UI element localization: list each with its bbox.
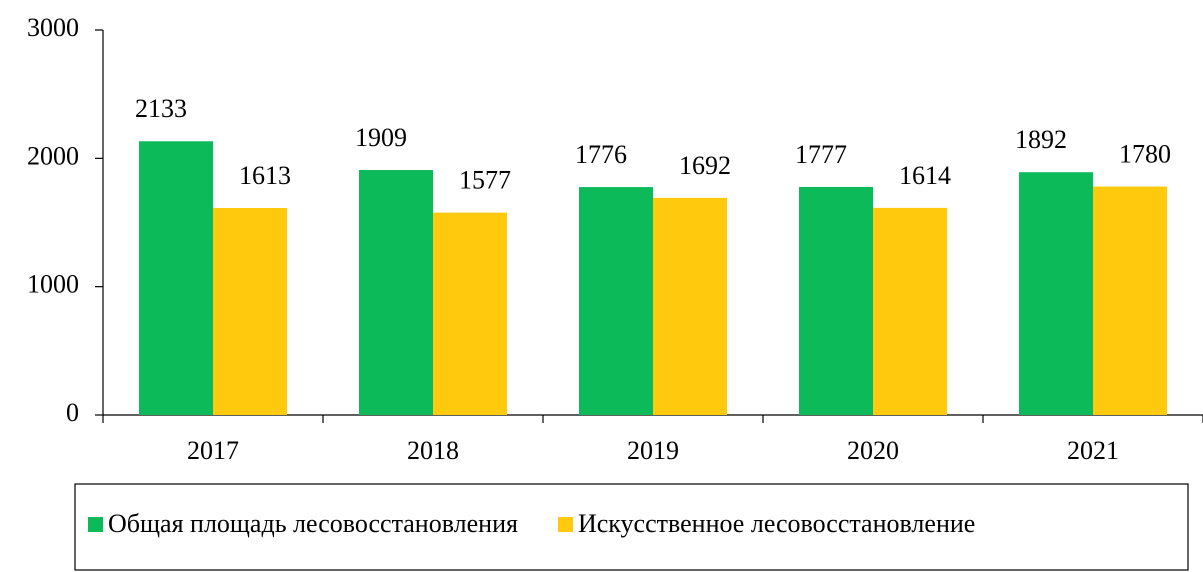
data-label: 1892 [1015, 125, 1067, 154]
bar [579, 187, 653, 415]
data-label: 1613 [239, 161, 291, 190]
data-label: 1577 [459, 166, 511, 195]
legend-box [74, 483, 1189, 571]
bar [213, 207, 287, 415]
bar [873, 207, 947, 415]
y-tick-label: 1000 [27, 270, 79, 299]
data-label: 1780 [1119, 140, 1171, 169]
data-label: 1909 [355, 123, 407, 152]
legend-label: Искусственное лесовосстановление [578, 509, 975, 538]
x-tick-label: 2019 [627, 436, 679, 465]
bar [139, 141, 213, 415]
y-tick-label: 3000 [27, 13, 79, 42]
legend-swatch [557, 517, 573, 532]
bar [799, 186, 873, 415]
data-label: 1614 [899, 161, 951, 190]
y-tick-label: 0 [66, 398, 79, 427]
bar [359, 170, 433, 415]
data-label: 1777 [795, 140, 847, 169]
y-tick-label: 2000 [27, 141, 79, 170]
x-tick-label: 2020 [847, 436, 899, 465]
x-tick-label: 2017 [187, 436, 239, 465]
x-tick-label: 2018 [407, 436, 459, 465]
data-label: 1776 [575, 140, 627, 169]
bar [433, 212, 507, 415]
x-tick-label: 2021 [1067, 436, 1119, 465]
data-label: 1692 [679, 151, 731, 180]
legend-swatch [88, 517, 103, 532]
data-label: 2133 [135, 94, 187, 123]
bar [1093, 186, 1167, 415]
bar [1019, 172, 1093, 415]
legend-label: Общая площадь лесовосстановления [108, 509, 518, 538]
bar [653, 197, 727, 415]
